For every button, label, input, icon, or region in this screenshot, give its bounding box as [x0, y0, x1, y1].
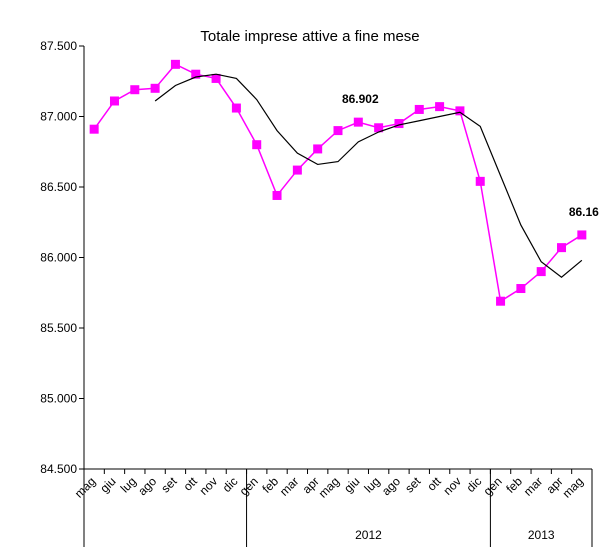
x-tick-label: ott — [424, 474, 444, 494]
y-tick-label: 85.000 — [40, 392, 77, 406]
y-tick-label: 87.000 — [40, 110, 77, 124]
data-point-marker — [394, 119, 404, 129]
data-point-marker — [191, 69, 201, 79]
x-tick-label: feb — [503, 474, 525, 496]
data-label: 86.902 — [342, 92, 379, 106]
data-point-marker — [170, 59, 180, 69]
x-tick-label: dic — [464, 474, 485, 495]
x-tick-label: lug — [362, 474, 383, 495]
data-point-marker — [435, 102, 445, 112]
series-line-0 — [93, 63, 583, 303]
data-point-marker — [557, 243, 567, 253]
x-tick-label: feb — [259, 474, 281, 496]
x-tick-label: giu — [97, 474, 118, 495]
x-tick-label: gen — [481, 474, 505, 498]
x-tick-label: dic — [220, 474, 241, 495]
series-line-1 — [154, 73, 583, 279]
data-point-marker — [374, 123, 384, 133]
y-tick-label: 87.500 — [40, 39, 77, 53]
x-tick-label: gen — [237, 474, 261, 498]
y-tick-label: 86.000 — [40, 251, 77, 265]
data-point-marker — [475, 176, 485, 186]
data-point-marker — [496, 296, 506, 306]
data-label: 86.16 — [569, 205, 599, 219]
y-tick-label: 84.500 — [40, 462, 77, 476]
x-tick-label: mag — [72, 474, 98, 500]
x-tick-label: mar — [277, 474, 302, 499]
data-point-marker — [272, 190, 282, 200]
data-point-marker — [231, 103, 241, 113]
data-point-marker — [252, 140, 262, 150]
data-point-marker — [577, 230, 587, 240]
data-point-marker — [109, 96, 119, 106]
data-point-marker — [333, 126, 343, 136]
data-point-marker — [130, 85, 140, 95]
x-tick-label: giu — [341, 474, 362, 495]
x-tick-label: ago — [379, 474, 403, 498]
data-point-marker — [292, 165, 302, 175]
x-tick-label: mar — [521, 474, 546, 499]
x-tick-label: ott — [181, 474, 201, 494]
y-tick-label: 85.500 — [40, 321, 77, 335]
y-tick-label: 86.500 — [40, 180, 77, 194]
data-point-marker — [516, 284, 526, 294]
x-tick-label: set — [402, 474, 424, 496]
data-point-marker — [536, 267, 546, 277]
data-point-marker — [211, 73, 221, 83]
x-tick-label: mag — [560, 474, 586, 500]
x-tick-label: mag — [316, 474, 342, 500]
year-label: 2013 — [528, 528, 555, 542]
chart-title: Totale imprese attive a fine mese — [200, 28, 419, 45]
x-tick-label: nov — [440, 474, 464, 498]
data-point-marker — [353, 117, 363, 127]
year-label: 2012 — [355, 528, 382, 542]
data-point-marker — [313, 144, 323, 154]
x-tick-label: ago — [135, 474, 159, 498]
chart-axes: 84.500 85.000 85.500 86.000 86.500 87.000 87.5… — [40, 39, 593, 547]
x-tick-label: lug — [118, 474, 139, 495]
data-point-marker — [455, 106, 465, 116]
data-point-marker — [150, 83, 160, 93]
series-layer — [89, 59, 587, 306]
data-point-marker — [414, 104, 424, 114]
data-point-marker — [89, 124, 99, 134]
data-labels: 86.902 86.16 — [342, 92, 599, 219]
x-tick-label: nov — [197, 474, 221, 498]
x-tick-label: set — [158, 474, 180, 496]
